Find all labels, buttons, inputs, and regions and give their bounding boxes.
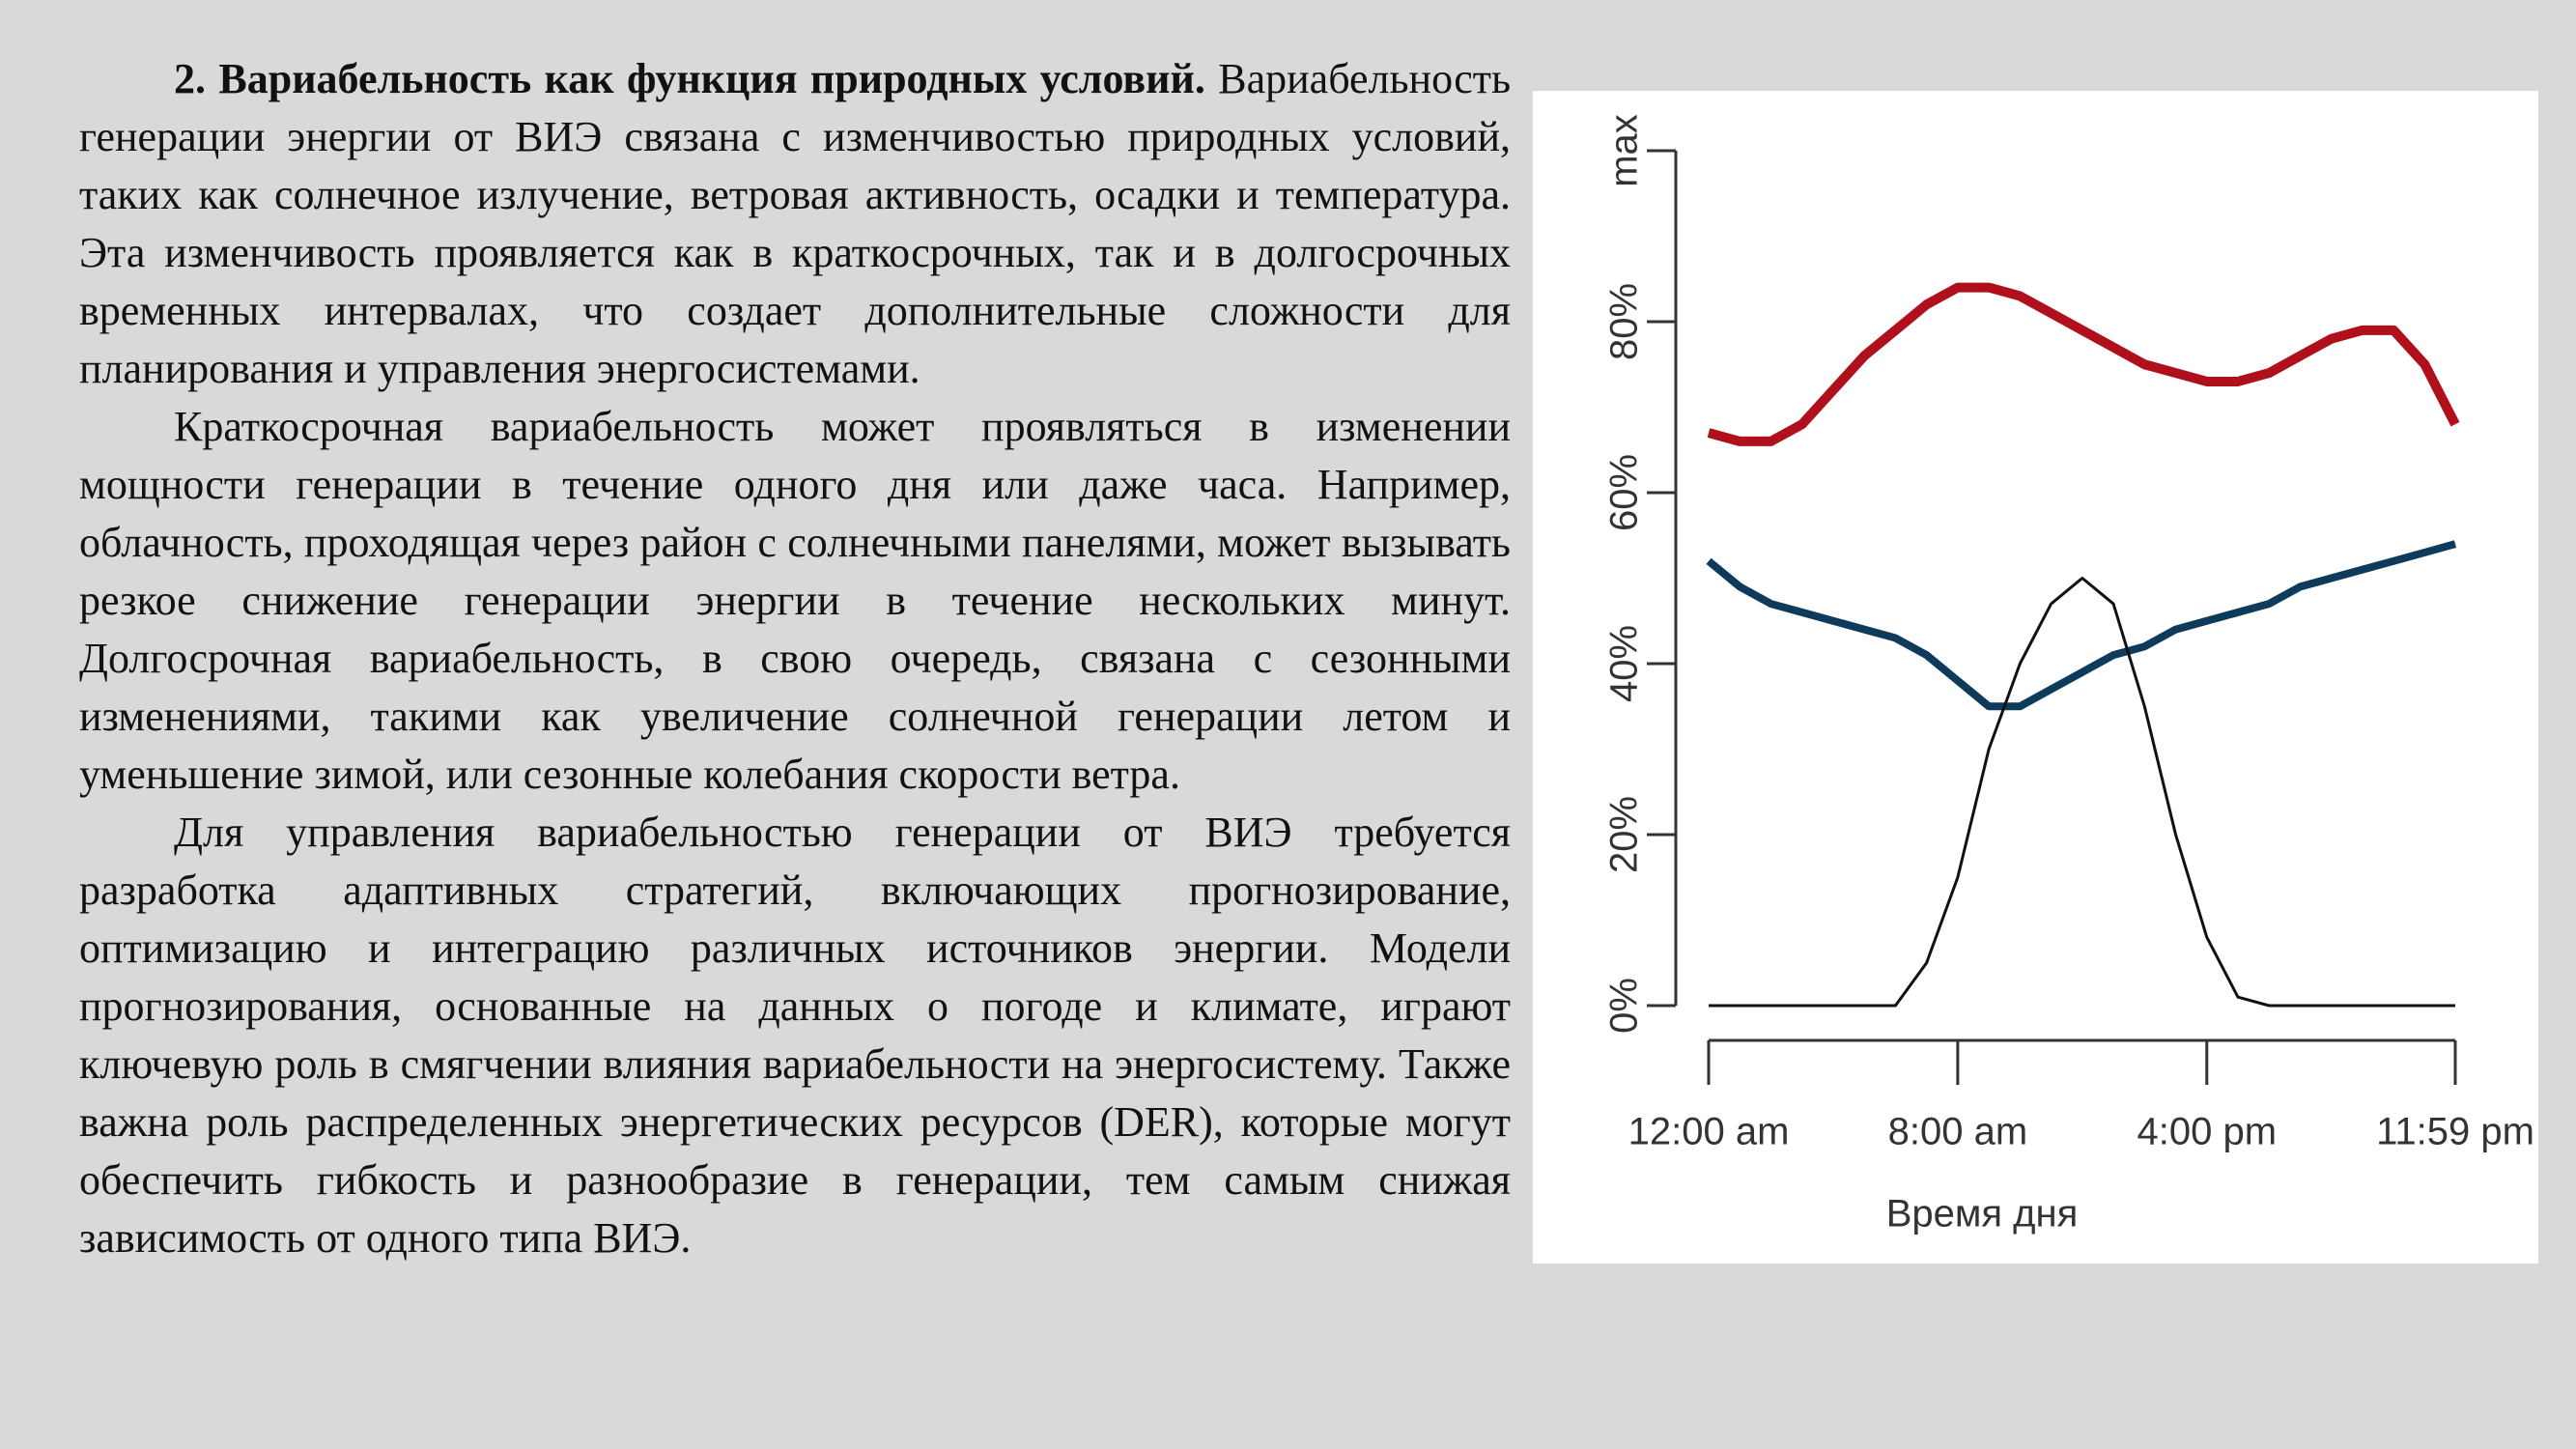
paragraph-text: Вариабельность генерации энергии от ВИЭ …	[79, 55, 1512, 392]
series-line	[1706, 540, 2457, 711]
paragraph: 2. Вариабельность как функция природных …	[79, 50, 1511, 398]
chart-box: Время дня 0% 20% 40% 60% 80% max 12:00 am 8:00 …	[1533, 91, 2538, 1264]
paragraph: Краткосрочная вариабельность может прояв…	[79, 403, 1511, 798]
series-line	[1707, 282, 2460, 446]
x-tick-label: 8:00 am	[1888, 1111, 2028, 1153]
series-line	[1709, 577, 2455, 1008]
y-tick-label: 40%	[1603, 625, 1646, 702]
y-tick-label: 0%	[1603, 978, 1646, 1034]
x-axis-title: Время дня	[1886, 1193, 2079, 1236]
y-tick-label: max	[1603, 114, 1646, 187]
heading: 2. Вариабельность как функция природных …	[174, 55, 1205, 102]
y-tick-label: 60%	[1603, 454, 1646, 531]
text-column: 2. Вариабельность как функция природных …	[79, 50, 1511, 1267]
x-tick-label: 11:59 pm	[2376, 1111, 2534, 1153]
y-tick-label: 80%	[1603, 283, 1646, 360]
x-tick-label: 12:00 am	[1628, 1111, 1790, 1153]
chart: Время дня 0% 20% 40% 60% 80% max 12:00 am 8:00 …	[1603, 114, 2534, 1236]
y-tick-label: 20%	[1603, 796, 1646, 873]
x-tick-label: 4:00 pm	[2137, 1111, 2277, 1153]
paragraph: Для управления вариабельностью генерации…	[79, 809, 1511, 1262]
